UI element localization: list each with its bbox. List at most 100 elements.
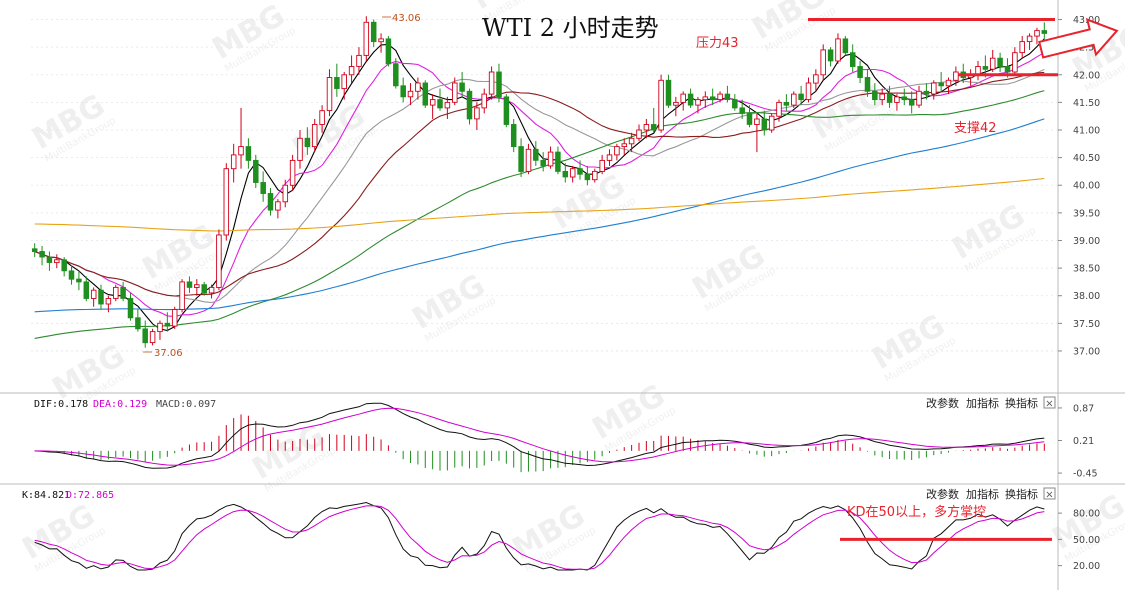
price-tick-label: 42.00 (1073, 70, 1100, 81)
chart-title: WTI 2 小时走势 (482, 14, 659, 42)
candle-body (349, 67, 354, 75)
macd-tick-label: 0.87 (1073, 403, 1094, 414)
candle-body (143, 329, 148, 343)
candle-body (172, 310, 177, 327)
candle-body (659, 80, 664, 130)
candle-body (69, 271, 74, 279)
candle-body (644, 125, 649, 131)
candle-body (932, 83, 937, 94)
macd-tick-label: -0.45 (1073, 469, 1098, 480)
candle-body (814, 75, 819, 83)
candle-body (209, 287, 214, 293)
macd-close-icon: × (1045, 399, 1053, 410)
candle-body (386, 39, 391, 64)
kd-tick-label: 50.00 (1073, 535, 1100, 546)
candle-body (710, 97, 715, 100)
candle-body (600, 160, 605, 171)
candle-body (121, 287, 126, 298)
price-tick-label: 37.50 (1073, 319, 1100, 330)
candle-body (548, 152, 553, 166)
candle-body (784, 102, 789, 105)
candle-body (202, 285, 207, 293)
candle-body (828, 50, 833, 61)
candle-body (342, 75, 347, 89)
candle-body (519, 147, 524, 172)
macd-switch-indicator-button[interactable]: 换指标 (1005, 396, 1038, 410)
candle-body (180, 282, 185, 310)
candle-body (77, 279, 82, 282)
macd-tick-label: 0.21 (1073, 436, 1094, 447)
price-tick-label: 38.00 (1073, 291, 1100, 302)
resistance-annotation: 压力43 (696, 36, 739, 51)
macd-change-params-button[interactable]: 改参数 (926, 396, 959, 410)
candle-body (467, 91, 472, 119)
candle-body (821, 50, 826, 75)
price-tick-label: 38.50 (1073, 264, 1100, 275)
candle-body (239, 147, 244, 155)
candle-body (114, 287, 119, 298)
support-annotation: 支撑42 (954, 121, 997, 136)
candle-body (1013, 53, 1018, 72)
candle-body (371, 22, 376, 41)
candle-body (946, 80, 951, 86)
candle-body (674, 102, 679, 105)
kd-change-params-button[interactable]: 改参数 (926, 487, 959, 501)
macd-dea-label: DEA:0.129 (93, 399, 147, 410)
macd-add-indicator-button[interactable]: 加指标 (966, 396, 999, 410)
candle-body (158, 323, 163, 331)
candle-body (320, 111, 325, 125)
candle-body (615, 147, 620, 155)
candle-body (703, 97, 708, 100)
candle-body (254, 160, 259, 182)
candle-body (902, 97, 907, 100)
candle-body (62, 260, 67, 271)
candle-body (725, 94, 730, 100)
candle-body (312, 125, 317, 147)
price-tick-label: 39.00 (1073, 236, 1100, 247)
candle-body (504, 97, 509, 125)
candle-body (924, 91, 929, 94)
candle-body (268, 194, 273, 211)
candle-body (489, 72, 494, 94)
candle-body (261, 183, 266, 194)
candle-body (843, 39, 848, 53)
candle-body (246, 147, 251, 161)
kd-tick-label: 80.00 (1073, 509, 1100, 520)
candle-body (983, 67, 988, 70)
candle-body (305, 138, 310, 146)
candle-body (327, 78, 332, 111)
kd-switch-indicator-button[interactable]: 换指标 (1005, 487, 1038, 501)
candle-body (1027, 36, 1032, 42)
candle-body (357, 55, 362, 66)
candle-body (379, 39, 384, 42)
candle-body (880, 94, 885, 100)
candle-body (836, 39, 841, 61)
candle-body (416, 83, 421, 91)
candle-body (453, 83, 458, 102)
candle-body (541, 160, 546, 166)
macd-macd-label: MACD:0.097 (156, 399, 216, 410)
kd-k-label: K:84.821 (22, 490, 70, 501)
kd-add-indicator-button[interactable]: 加指标 (966, 487, 999, 501)
candle-body (895, 97, 900, 103)
candle-body (593, 171, 598, 179)
candle-body (1035, 31, 1040, 36)
candle-body (909, 100, 914, 106)
candle-body (607, 155, 612, 161)
candle-body (526, 149, 531, 171)
candle-body (769, 116, 774, 130)
candle-body (1005, 67, 1010, 73)
candle-body (629, 138, 634, 144)
candle-body (688, 94, 693, 105)
candle-body (497, 72, 502, 97)
kd-tick-label: 20.00 (1073, 561, 1100, 572)
candle-body (666, 80, 671, 105)
candle-body (585, 174, 590, 180)
candle-body (475, 108, 480, 119)
candle-body (150, 332, 155, 343)
candle-body (887, 94, 892, 102)
price-tick-label: 39.50 (1073, 208, 1100, 219)
candle-body (858, 67, 863, 78)
